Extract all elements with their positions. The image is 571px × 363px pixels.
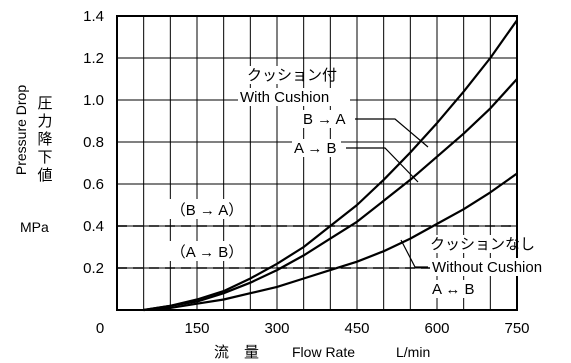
a-to-b-label: A → B	[294, 140, 337, 157]
y-axis-unit: MPa	[20, 219, 49, 235]
y-axis-label-jp-char: 力	[37, 112, 52, 130]
tick-labels: 0 150 300 450 600 750 0.2 0.4 0.6 0.8 1.0 1.2 1.4	[83, 8, 529, 337]
with-cushion-jp-label: クッション付	[247, 67, 337, 84]
y-axis-label: Pressure Drop	[13, 85, 29, 175]
annotations: クッション付 With Cushion B → A A → B クッションなし Witho…	[238, 66, 569, 298]
plot-frame	[116, 15, 518, 311]
reference-label-bg	[168, 241, 246, 261]
reference-label: （B → A）	[171, 202, 244, 219]
x-tick-label: 600	[424, 320, 449, 337]
series-line	[143, 19, 518, 312]
without-cushion-jp-label-bg	[428, 235, 495, 253]
y-axis-label-jp-char: 値	[37, 166, 52, 184]
x-tick-label: 150	[184, 320, 209, 337]
y-axis-label-jp: 圧力降下値	[37, 94, 52, 184]
y-axis-label-jp-char: 圧	[37, 94, 52, 112]
series-line	[143, 172, 518, 312]
without-cushion-jp-label: クッションなし	[430, 236, 535, 253]
x-axis-label-jp: 流 量	[214, 343, 259, 361]
b-to-a-label: B → A	[303, 111, 346, 128]
y-tick-label: 0.6	[83, 176, 104, 193]
with-cushion-label: With Cushion	[240, 89, 329, 106]
without-cushion-label-bg	[430, 258, 569, 276]
series-line	[143, 78, 518, 312]
x-axis-unit: L/min	[396, 344, 430, 360]
x-tick-label: 450	[344, 320, 369, 337]
x-tick-label: 750	[504, 320, 529, 337]
b-to-a-leader	[355, 118, 429, 148]
y-tick-label: 0.2	[83, 260, 104, 277]
y-tick-label: 0.8	[83, 134, 104, 151]
reference-lines: （B → A） （A → B）	[117, 199, 517, 269]
reference-label: （A → B）	[171, 244, 244, 261]
b-to-a-label-bg	[301, 110, 350, 128]
reference-label-bg	[168, 199, 246, 219]
x-tick-label: 0	[96, 320, 104, 337]
a-bidir-b-label: A ↔ B	[432, 281, 475, 298]
without-cushion-label: Without Cushion	[432, 259, 542, 276]
with-cushion-label-bg	[238, 88, 350, 106]
with-cushion-jp-label-bg	[245, 66, 303, 84]
y-axis-label-jp-char: 下	[37, 148, 52, 166]
x-tick-label: 300	[264, 320, 289, 337]
series-group	[143, 19, 518, 312]
a-bidir-b-label-bg	[430, 280, 479, 298]
a-to-b-label-bg	[292, 139, 341, 157]
y-tick-label: 1.0	[83, 92, 104, 109]
y-axis-label-jp-char: 降	[37, 130, 52, 148]
without-cushion-leader	[400, 239, 428, 268]
a-to-b-leader	[346, 147, 419, 183]
x-axis-label: Flow Rate	[292, 344, 355, 360]
y-tick-label: 0.4	[83, 218, 104, 235]
y-tick-label: 1.2	[83, 50, 104, 67]
y-tick-label: 1.4	[83, 8, 104, 25]
